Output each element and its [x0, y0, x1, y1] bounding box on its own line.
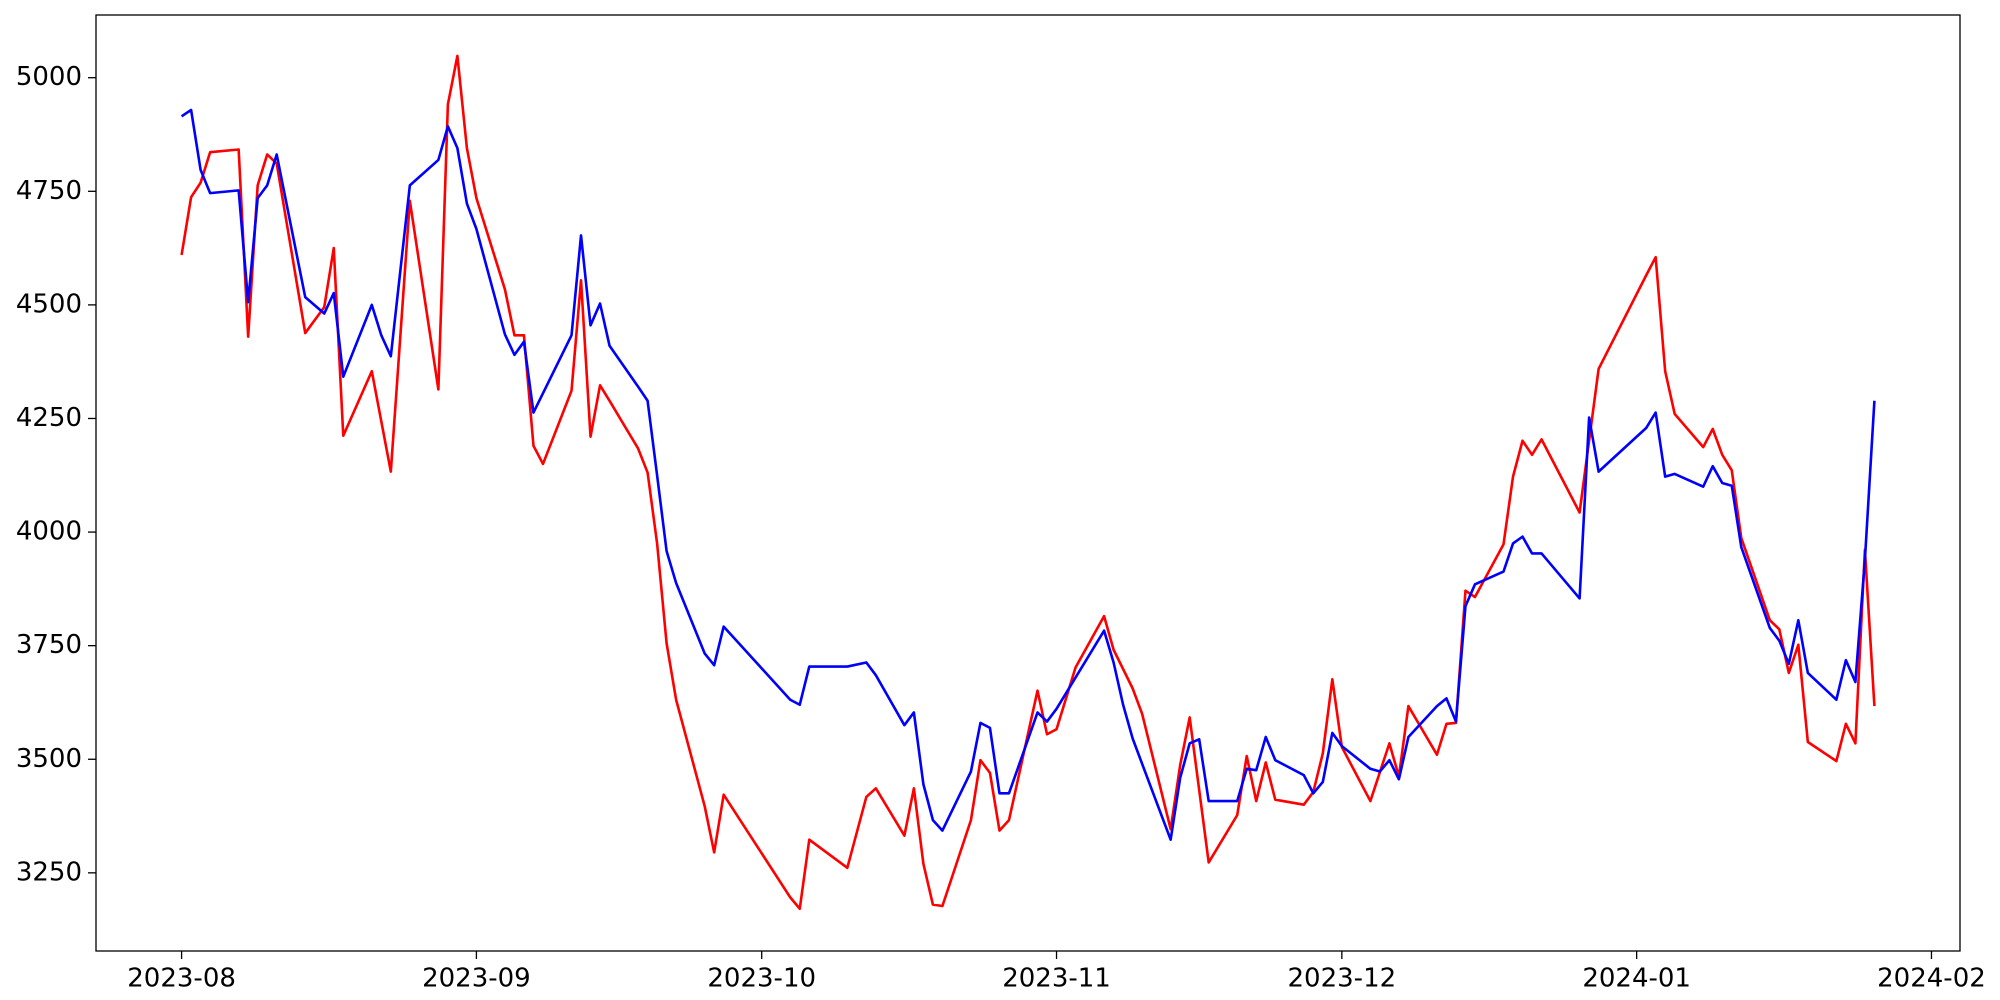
- series-line: [180, 108, 1876, 841]
- x-tick-label: 2023-08: [127, 964, 236, 994]
- y-tick-label: 3750: [16, 630, 82, 660]
- plot-frame: [95, 14, 1961, 952]
- y-tick-label: 3250: [16, 857, 82, 887]
- y-tick-label: 3500: [16, 744, 82, 774]
- x-tick-label: 2024-02: [1877, 964, 1986, 994]
- y-tick-label: 4750: [16, 176, 82, 206]
- y-tick-label: 4000: [16, 517, 82, 547]
- y-tick-label: 5000: [16, 62, 82, 92]
- x-tick-label: 2023-12: [1288, 964, 1397, 994]
- x-tick-label: 2023-10: [707, 964, 816, 994]
- x-tick-label: 2023-09: [422, 964, 531, 994]
- series-line: [180, 54, 1876, 911]
- y-tick-label: 4250: [16, 403, 82, 433]
- x-tick-label: 2023-11: [1002, 964, 1111, 994]
- y-tick-label: 4500: [16, 289, 82, 319]
- x-tick-label: 2024-01: [1582, 964, 1691, 994]
